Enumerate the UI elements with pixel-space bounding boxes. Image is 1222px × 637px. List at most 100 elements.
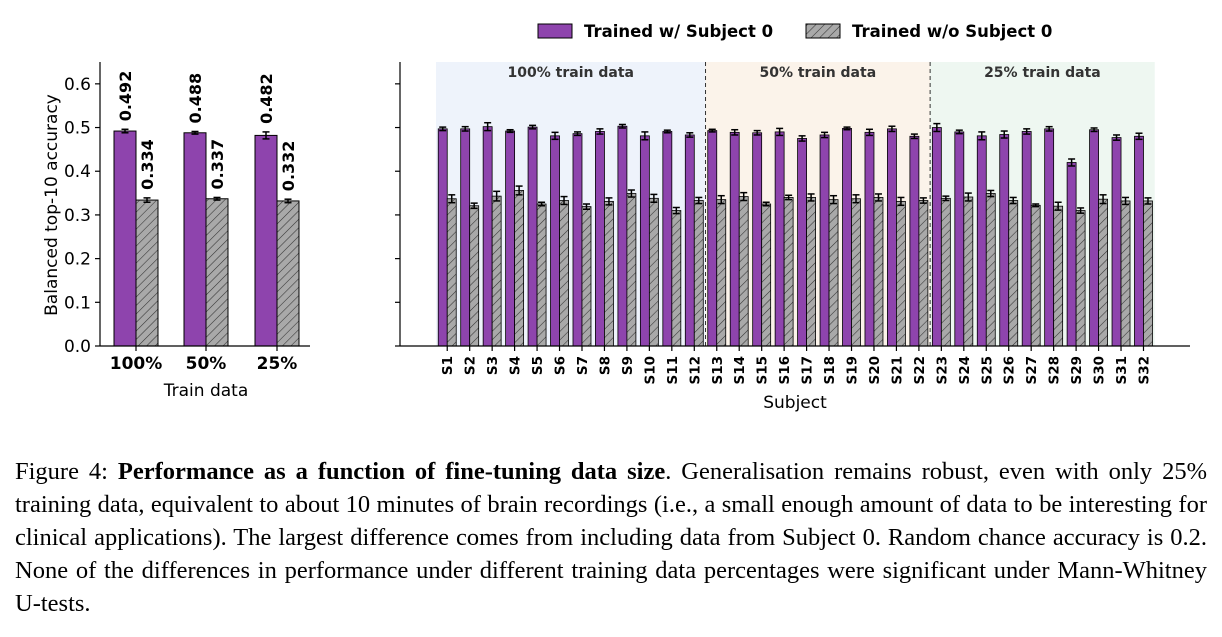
left-y-tick-label: 0.2 bbox=[64, 250, 91, 270]
bar-without-subject0-25% bbox=[276, 200, 300, 347]
bar-with-subject0-S26 bbox=[999, 134, 1010, 347]
left-x-axis-label: Train data bbox=[163, 381, 249, 401]
bar-with-subject0-S11 bbox=[662, 131, 673, 347]
subject-tick-label: S4 bbox=[508, 356, 524, 375]
subject-tick-label: S10 bbox=[642, 356, 658, 385]
bar-without-subject0-S32 bbox=[1143, 200, 1153, 347]
subject-tick-label: S7 bbox=[575, 356, 591, 375]
data-label-with: 0.492 bbox=[116, 71, 135, 122]
subject-tick-label: S20 bbox=[867, 356, 883, 385]
legend-label-with: Trained w/ Subject 0 bbox=[584, 22, 773, 41]
legend-swatch-with bbox=[537, 23, 573, 39]
bar-with-subject0-S27 bbox=[1021, 131, 1032, 347]
bar-with-subject0-S25 bbox=[976, 135, 987, 347]
bar-with-subject0-S9 bbox=[617, 125, 628, 347]
bar-with-subject0-S31 bbox=[1111, 137, 1122, 347]
bar-without-subject0-S12 bbox=[693, 200, 704, 347]
group-label: 25% train data bbox=[984, 65, 1101, 81]
bar-with-subject0-S10 bbox=[639, 135, 650, 347]
bar-without-subject0-S23 bbox=[940, 197, 951, 347]
data-label-with: 0.488 bbox=[186, 73, 205, 124]
subject-tick-label: S23 bbox=[934, 356, 950, 385]
bar-without-subject0-S20 bbox=[873, 197, 884, 347]
left-x-tick-label: 50% bbox=[186, 354, 227, 374]
bar-with-subject0-25% bbox=[254, 134, 278, 347]
figure-4-chart: Trained w/ Subject 0 Trained w/o Subject… bbox=[42, 22, 1190, 413]
bar-without-subject0-S21 bbox=[896, 200, 906, 347]
subject-tick-label: S28 bbox=[1047, 356, 1063, 385]
bar-without-subject0-100% bbox=[135, 199, 159, 347]
subject-tick-label: S11 bbox=[665, 356, 681, 385]
subject-tick-label: S24 bbox=[957, 356, 973, 385]
subject-tick-label: S29 bbox=[1069, 356, 1085, 385]
bar-with-subject0-S30 bbox=[1089, 129, 1099, 347]
data-label-without: 0.334 bbox=[138, 139, 157, 190]
bar-with-subject0-S1 bbox=[437, 128, 448, 347]
subject-tick-label: S3 bbox=[485, 356, 501, 375]
subject-tick-label: S22 bbox=[912, 356, 928, 385]
bar-without-subject0-S14 bbox=[738, 196, 749, 347]
subject-tick-label: S21 bbox=[889, 356, 905, 385]
bar-with-subject0-S24 bbox=[954, 131, 965, 347]
bar-without-subject0-S5 bbox=[536, 203, 547, 347]
left-y-tick-label: 0.5 bbox=[64, 119, 91, 139]
bar-without-subject0-S27 bbox=[1030, 204, 1041, 347]
legend-label-without: Trained w/o Subject 0 bbox=[852, 22, 1052, 41]
bar-with-subject0-S4 bbox=[505, 130, 516, 347]
bar-without-subject0-S29 bbox=[1075, 210, 1086, 347]
left-y-tick-label: 0.0 bbox=[64, 337, 91, 357]
left-x-tick-label: 25% bbox=[257, 354, 298, 374]
bar-with-subject0-S28 bbox=[1044, 128, 1055, 347]
left-x-tick-label: 100% bbox=[110, 354, 163, 374]
group-label: 100% train data bbox=[508, 65, 634, 81]
right-x-axis-label: Subject bbox=[763, 393, 827, 413]
bar-with-subject0-50% bbox=[183, 132, 207, 347]
data-label-with: 0.482 bbox=[257, 73, 276, 124]
bar-with-subject0-100% bbox=[113, 130, 137, 347]
bar-without-subject0-S4 bbox=[514, 190, 525, 347]
bar-without-subject0-S13 bbox=[716, 199, 727, 347]
subject-tick-label: S1 bbox=[440, 356, 456, 375]
bar-with-subject0-S21 bbox=[887, 128, 897, 347]
subject-tick-label: S25 bbox=[979, 356, 995, 385]
bar-without-subject0-S22 bbox=[918, 200, 929, 347]
bar-without-subject0-S25 bbox=[985, 193, 996, 347]
group-background-0 bbox=[436, 62, 706, 346]
bar-with-subject0-S20 bbox=[864, 131, 875, 347]
left-y-tick-label: 0.4 bbox=[64, 162, 91, 182]
subject-tick-label: S31 bbox=[1114, 356, 1130, 385]
right-y-ticks bbox=[395, 83, 400, 347]
subject-tick-label: S32 bbox=[1136, 356, 1152, 385]
left-y-tick-label: 0.3 bbox=[64, 206, 91, 226]
subject-tick-label: S8 bbox=[597, 356, 613, 375]
bar-with-subject0-S17 bbox=[797, 138, 807, 347]
figure-caption: Figure 4: Performance as a function of f… bbox=[15, 455, 1207, 620]
bar-without-subject0-50% bbox=[205, 198, 229, 347]
caption-label: Figure 4: bbox=[15, 458, 108, 485]
subject-tick-label: S16 bbox=[777, 356, 793, 385]
left-y-axis-label: Balanced top-10 accuracy bbox=[42, 94, 62, 316]
bar-with-subject0-S13 bbox=[707, 130, 718, 347]
right-x-ticks: S1 S2 S3 S4 S5 S6 S7 S8 S9 S10 S11 S12 S13 S14 S15 S16 S… bbox=[440, 346, 1152, 385]
bar-without-subject0-S31 bbox=[1120, 200, 1131, 347]
subject-tick-label: S18 bbox=[822, 356, 838, 385]
bar-with-subject0-S8 bbox=[595, 131, 605, 347]
bar-with-subject0-S12 bbox=[684, 134, 695, 347]
subject-tick-label: S6 bbox=[553, 356, 569, 375]
bar-without-subject0-S24 bbox=[963, 196, 974, 347]
bar-without-subject0-S30 bbox=[1098, 198, 1108, 347]
bar-without-subject0-S2 bbox=[469, 205, 480, 347]
bar-with-subject0-S29 bbox=[1066, 162, 1077, 347]
legend-swatch-without bbox=[805, 23, 841, 39]
bar-with-subject0-S6 bbox=[550, 135, 560, 347]
subject-tick-label: S5 bbox=[530, 356, 546, 375]
subject-tick-label: S17 bbox=[800, 356, 816, 385]
subject-tick-label: S15 bbox=[755, 356, 771, 385]
subject-tick-label: S9 bbox=[620, 356, 636, 375]
bar-with-subject0-S32 bbox=[1134, 135, 1144, 347]
left-x-ticks: 100% 50% 25% bbox=[110, 346, 298, 374]
left-y-tick-label: 0.1 bbox=[64, 293, 91, 313]
bar-without-subject0-S6 bbox=[559, 200, 569, 347]
